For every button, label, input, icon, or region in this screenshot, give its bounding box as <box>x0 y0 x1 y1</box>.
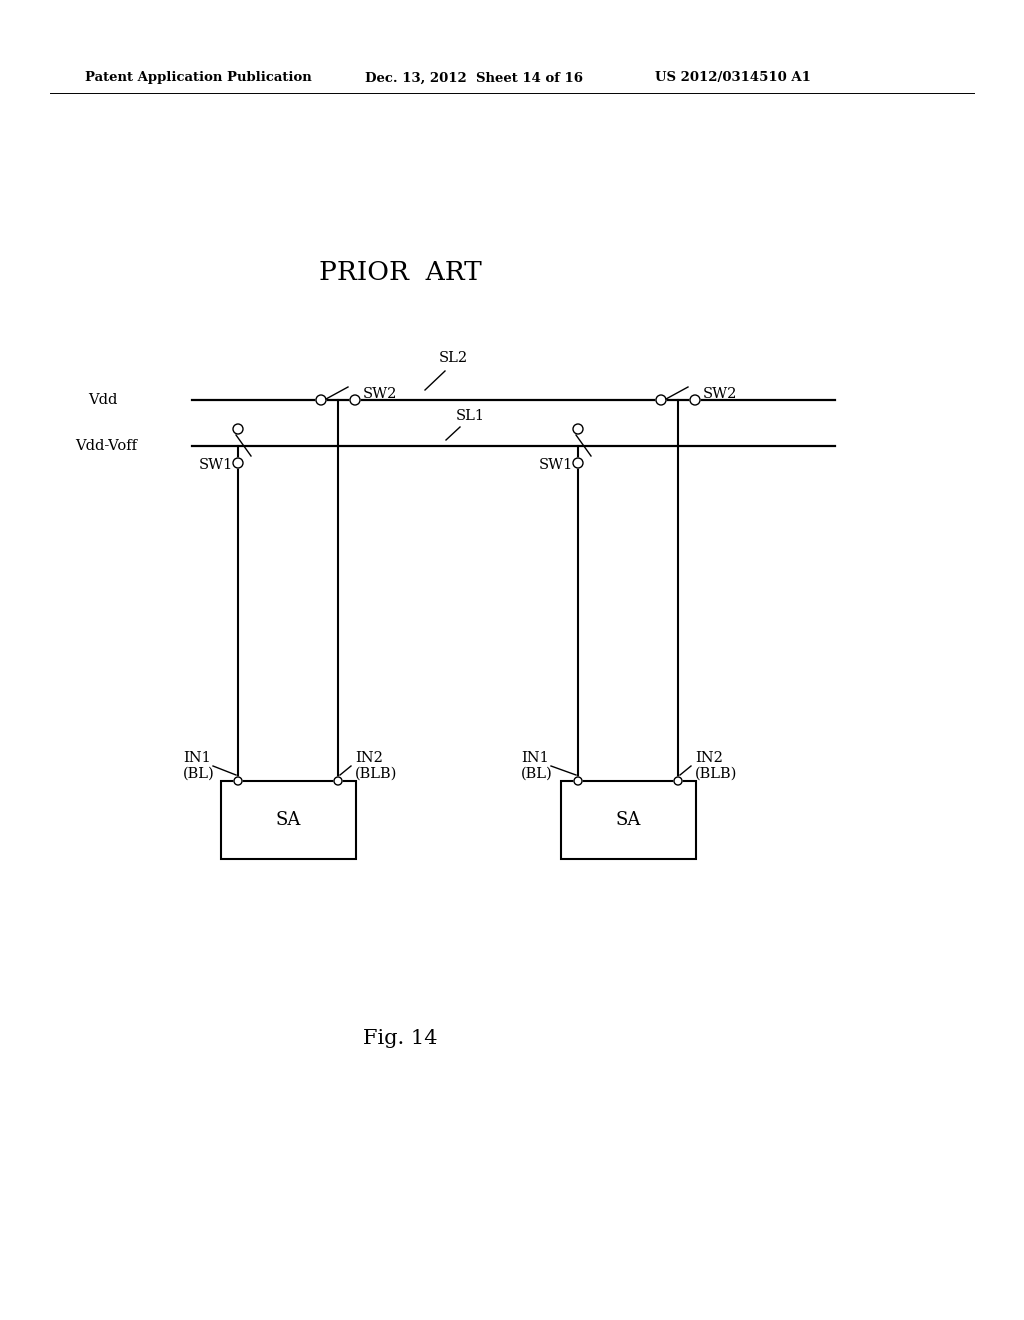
Text: SW1: SW1 <box>539 458 573 473</box>
Text: (BLB): (BLB) <box>355 767 397 781</box>
Text: Patent Application Publication: Patent Application Publication <box>85 71 311 84</box>
Text: IN2: IN2 <box>355 751 383 766</box>
Text: Fig. 14: Fig. 14 <box>362 1028 437 1048</box>
Text: Vdd-Voff: Vdd-Voff <box>75 440 137 453</box>
Text: SW2: SW2 <box>703 387 737 401</box>
Circle shape <box>573 458 583 469</box>
Circle shape <box>656 395 666 405</box>
Text: (BL): (BL) <box>521 767 553 781</box>
Text: SL2: SL2 <box>438 351 468 366</box>
Circle shape <box>674 777 682 785</box>
Bar <box>220 781 355 859</box>
Circle shape <box>316 395 326 405</box>
Circle shape <box>350 395 360 405</box>
Text: IN1: IN1 <box>183 751 211 766</box>
Text: Dec. 13, 2012  Sheet 14 of 16: Dec. 13, 2012 Sheet 14 of 16 <box>365 71 583 84</box>
Circle shape <box>234 777 242 785</box>
Text: SA: SA <box>275 810 301 829</box>
Text: (BL): (BL) <box>183 767 215 781</box>
Text: SL1: SL1 <box>456 409 484 422</box>
Text: PRIOR  ART: PRIOR ART <box>318 260 481 285</box>
Text: SW1: SW1 <box>199 458 233 473</box>
Circle shape <box>233 458 243 469</box>
Circle shape <box>690 395 700 405</box>
Text: (BLB): (BLB) <box>695 767 737 781</box>
Circle shape <box>334 777 342 785</box>
Text: IN2: IN2 <box>695 751 723 766</box>
Bar <box>560 781 695 859</box>
Text: SW2: SW2 <box>362 387 397 401</box>
Circle shape <box>233 424 243 434</box>
Text: IN1: IN1 <box>521 751 549 766</box>
Circle shape <box>573 424 583 434</box>
Text: US 2012/0314510 A1: US 2012/0314510 A1 <box>655 71 811 84</box>
Text: Vdd: Vdd <box>88 393 118 407</box>
Text: SA: SA <box>615 810 641 829</box>
Circle shape <box>574 777 582 785</box>
